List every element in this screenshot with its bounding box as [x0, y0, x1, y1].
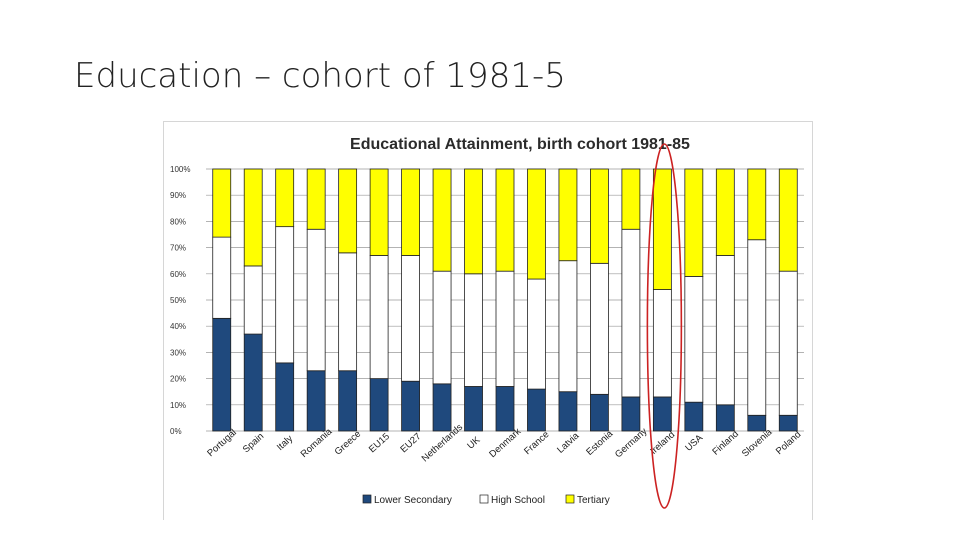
- stacked-bar-chart: Educational Attainment, birth cohort 198…: [170, 136, 804, 509]
- bar-segment-lower-secondary: [369, 378, 389, 432]
- x-category-label: EU27: [398, 431, 423, 455]
- bar-segment-tertiary: [558, 168, 578, 262]
- bar-segment-lower-secondary: [590, 393, 609, 432]
- chart-frame: Educational Attainment, birth cohort 198…: [163, 121, 813, 520]
- bar-segment-tertiary: [243, 168, 263, 267]
- bar-segment-high-school: [275, 226, 295, 364]
- bar-segment-tertiary: [306, 168, 326, 230]
- y-tick-label: 70%: [170, 244, 186, 253]
- bar-segment-lower-secondary: [275, 362, 295, 432]
- bar-segment-high-school: [652, 289, 672, 398]
- bar-segment-lower-secondary: [715, 404, 735, 432]
- y-tick-label: 40%: [170, 322, 186, 331]
- bar-segment-tertiary: [338, 168, 358, 254]
- legend-swatch: [479, 494, 489, 504]
- x-category-label: Spain: [241, 431, 266, 455]
- highlight-ellipse: [646, 143, 683, 509]
- bar-segment-high-school: [715, 255, 735, 406]
- bar-segment-high-school: [369, 255, 389, 380]
- bar-segment-lower-secondary: [684, 401, 704, 432]
- legend-swatch: [362, 494, 372, 504]
- chart-title: Educational Attainment, birth cohort 198…: [350, 136, 690, 153]
- x-category-label: Italy: [275, 433, 295, 453]
- y-tick-label: 10%: [170, 401, 186, 410]
- bar-segment-tertiary: [369, 168, 389, 256]
- bar-segment-lower-secondary: [464, 386, 483, 432]
- bar-segment-lower-secondary: [243, 333, 263, 432]
- x-category-label: Poland: [774, 429, 803, 457]
- bar-segment-tertiary: [778, 168, 798, 272]
- bar-segment-tertiary: [527, 168, 546, 280]
- bar-segment-lower-secondary: [212, 317, 232, 432]
- bar-segment-tertiary: [621, 168, 641, 230]
- x-category-label: EU15: [367, 431, 392, 455]
- bar-segment-high-school: [495, 270, 515, 387]
- bar-segment-tertiary: [432, 168, 452, 272]
- y-tick-label: 90%: [170, 191, 186, 200]
- bar-segment-lower-secondary: [527, 388, 546, 432]
- y-tick-label: 20%: [170, 375, 186, 384]
- bar-segment-tertiary: [715, 168, 735, 256]
- bar-segment-high-school: [464, 273, 483, 387]
- bar-segment-lower-secondary: [621, 396, 641, 432]
- x-category-label: Finland: [710, 429, 741, 458]
- x-category-label: France: [522, 429, 551, 457]
- bar-segment-tertiary: [684, 168, 704, 277]
- bar-segment-lower-secondary: [432, 383, 452, 432]
- x-category-label: USA: [683, 432, 705, 454]
- bar-segment-high-school: [558, 260, 578, 393]
- bar-segment-lower-secondary: [652, 396, 672, 432]
- bar-segment-high-school: [432, 270, 452, 385]
- x-category-label: Estonia: [584, 428, 615, 458]
- bar-segment-tertiary: [590, 168, 609, 264]
- bar-segment-high-school: [401, 255, 420, 382]
- bar-segment-high-school: [527, 278, 546, 390]
- bar-segment-lower-secondary: [778, 414, 798, 432]
- x-category-label: Portugal: [205, 427, 239, 459]
- bar-segment-lower-secondary: [558, 391, 578, 432]
- bar-segment-high-school: [621, 228, 641, 398]
- slide-title: Education – cohort of 1981-5: [74, 56, 566, 96]
- bar-segment-high-school: [306, 228, 326, 372]
- y-tick-label: 0%: [170, 427, 182, 436]
- bar-segment-high-school: [778, 270, 798, 416]
- bar-segment-high-school: [212, 236, 232, 319]
- bar-segment-tertiary: [747, 168, 767, 241]
- bar-segment-tertiary: [401, 168, 420, 256]
- x-category-label: UK: [465, 434, 483, 451]
- legend-label: Tertiary: [577, 495, 610, 506]
- bar-segment-high-school: [747, 239, 767, 416]
- bar-segment-tertiary: [275, 168, 295, 228]
- bar-segment-lower-secondary: [495, 386, 515, 432]
- legend-label: Lower Secondary: [374, 495, 452, 506]
- bar-segment-lower-secondary: [338, 370, 358, 432]
- y-tick-label: 80%: [170, 217, 186, 226]
- bar-segment-high-school: [338, 252, 358, 372]
- y-tick-label: 60%: [170, 270, 186, 279]
- y-tick-label: 100%: [170, 165, 190, 174]
- bar-segment-lower-secondary: [401, 380, 420, 432]
- bar-segment-high-school: [684, 276, 704, 403]
- legend-label: High School: [491, 495, 545, 506]
- x-category-label: Latvia: [555, 430, 582, 456]
- bar-segment-lower-secondary: [306, 370, 326, 432]
- legend-swatch: [565, 494, 575, 504]
- bar-segment-lower-secondary: [747, 414, 767, 432]
- y-tick-label: 50%: [170, 296, 186, 305]
- bar-segment-tertiary: [212, 168, 232, 238]
- bar-segment-high-school: [243, 265, 263, 335]
- bar-segment-tertiary: [464, 168, 483, 275]
- x-category-label: Greece: [333, 429, 364, 458]
- bar-segment-tertiary: [652, 168, 672, 290]
- y-tick-label: 30%: [170, 348, 186, 357]
- bar-segment-tertiary: [495, 168, 515, 272]
- bar-segment-high-school: [590, 262, 609, 395]
